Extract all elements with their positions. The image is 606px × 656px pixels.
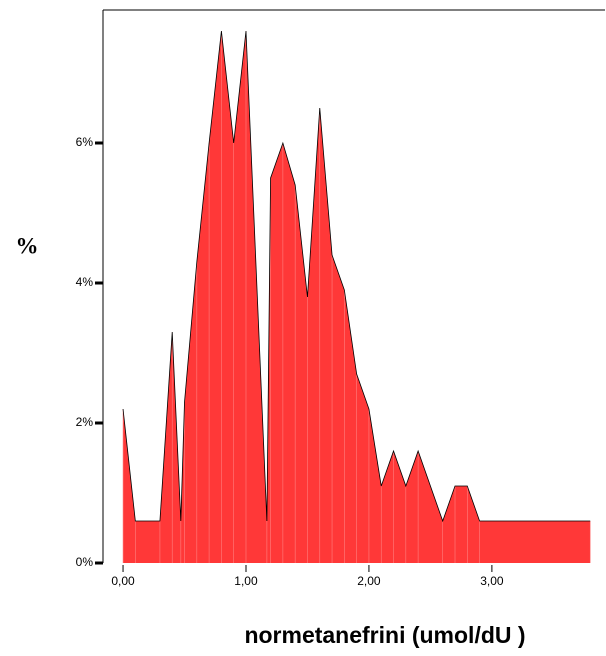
- x-axis-label: normetanefrini (umol/dU ): [244, 622, 525, 648]
- y-tick-label: 6%: [76, 135, 94, 149]
- area: [123, 31, 591, 563]
- y-tick-label: 4%: [76, 275, 94, 289]
- y-axis-label: %: [16, 233, 39, 258]
- y-tick-label: 0%: [76, 555, 94, 569]
- x-tick-label: 1,00: [234, 574, 258, 588]
- y-tick-label: 2%: [76, 415, 94, 429]
- area-outline: [122, 30, 591, 523]
- x-tick-label: 2,00: [357, 574, 381, 588]
- x-tick-label: 0,00: [111, 574, 135, 588]
- x-tick-label: 3,00: [480, 574, 504, 588]
